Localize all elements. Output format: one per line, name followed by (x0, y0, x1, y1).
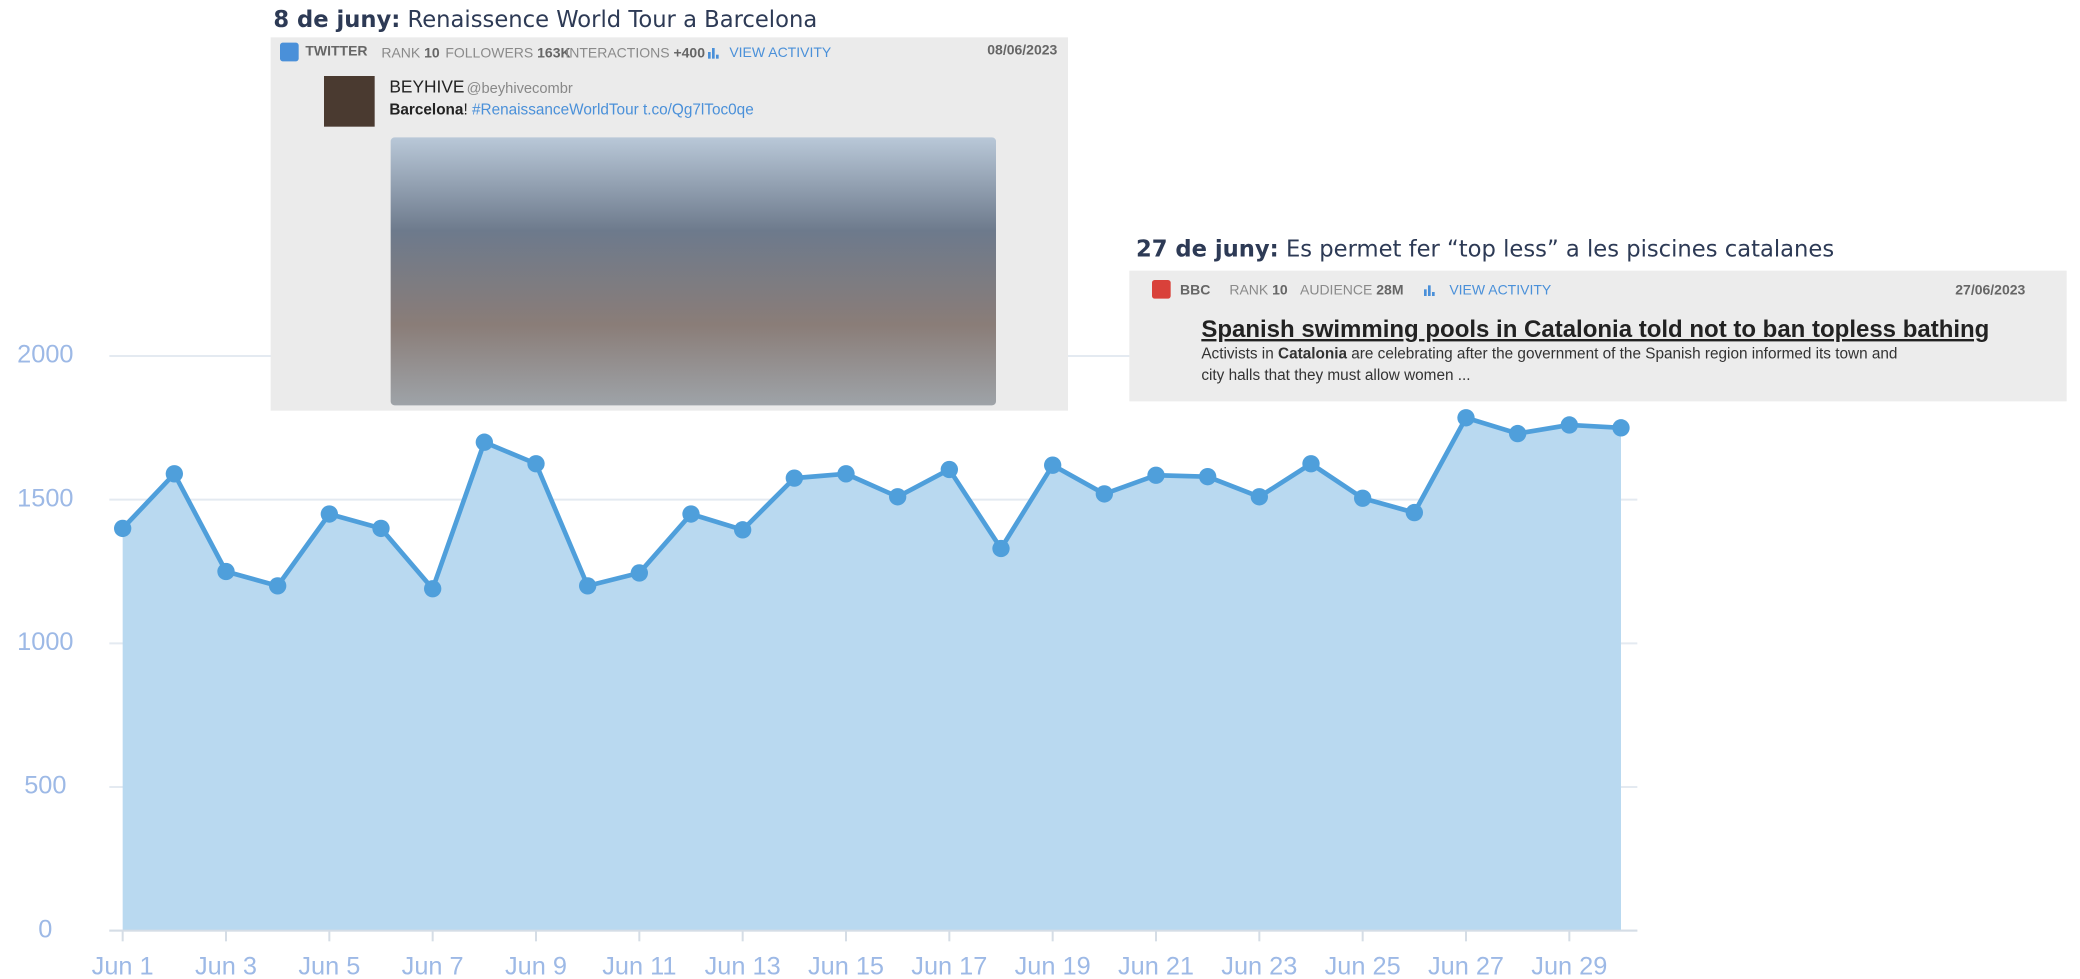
point (1096, 485, 1113, 502)
x-tick-label: Jun 7 (402, 953, 464, 979)
handle: @beyhivecombr (467, 81, 573, 97)
point (734, 521, 751, 538)
label: RANK (381, 44, 421, 60)
chart: 0 500 1000 1500 2000 Jun 1 Jun 3 Jun 5 Jun 7 Jun … (0, 0, 2080, 979)
annotation-text: Renaissence World Tour a Barcelona (408, 7, 818, 33)
bold: Catalonia (1278, 346, 1347, 363)
point (992, 540, 1009, 557)
annotation-title: 8 de juny: Renaissence World Tour a Barc… (273, 7, 817, 33)
plain: ! (463, 102, 467, 119)
x-tick-label: Jun 21 (1118, 953, 1194, 979)
x-tick-label: Jun 9 (505, 953, 567, 979)
headline[interactable]: Spanish swimming pools in Catalonia told… (1201, 316, 1989, 343)
view-activity[interactable]: VIEW ACTIVITY (1449, 281, 1552, 297)
point (1406, 504, 1423, 521)
point (889, 488, 906, 505)
point (1147, 467, 1164, 484)
source: BBC (1180, 281, 1210, 297)
interactions: INTERACTIONS +400 (565, 44, 705, 60)
y-tick-label: 0 (38, 915, 52, 943)
annotation-date: 27 de juny: (1136, 236, 1279, 262)
point (1199, 468, 1216, 485)
point (786, 469, 803, 486)
text: are celebrating after the government of … (1351, 346, 1897, 363)
point (631, 564, 648, 581)
bold: Barcelona (389, 102, 464, 119)
point (1509, 425, 1526, 442)
annotation-text: Es permet fer “top less” a les piscines … (1286, 236, 1834, 262)
point (682, 505, 699, 522)
value: 10 (1272, 281, 1288, 297)
point (1251, 488, 1268, 505)
twitter-icon (280, 43, 299, 62)
label: RANK (1229, 281, 1269, 297)
point (1457, 409, 1474, 426)
annotation-title: 27 de juny: Es permet fer “top less” a l… (1136, 236, 1834, 262)
annotation-date: 8 de juny: (273, 7, 400, 33)
plot-area: 0 500 1000 1500 2000 Jun 1 Jun 3 Jun 5 Jun 7 Jun … (17, 341, 1637, 979)
label: AUDIENCE (1300, 281, 1372, 297)
y-tick-label: 500 (24, 772, 66, 800)
bbc-icon (1152, 280, 1171, 299)
audience: AUDIENCE 28M (1300, 281, 1403, 297)
x-tick-label: Jun 15 (808, 953, 884, 979)
point (1354, 490, 1371, 507)
y-tick-label: 1000 (17, 628, 73, 656)
x-tick-label: Jun 19 (1015, 953, 1091, 979)
x-tick-label: Jun 1 (92, 953, 154, 979)
point (1044, 457, 1061, 474)
point (941, 461, 958, 478)
avatar (324, 76, 375, 127)
point (114, 520, 131, 537)
point (269, 577, 286, 594)
point (1302, 455, 1319, 472)
label: INTERACTIONS (565, 44, 669, 60)
area (123, 418, 1621, 931)
x-tick-label: Jun 23 (1221, 953, 1297, 979)
view-activity[interactable]: VIEW ACTIVITY (729, 44, 832, 60)
point (527, 455, 544, 472)
body: city halls that they must allow women ..… (1201, 367, 1470, 384)
point (1561, 416, 1578, 433)
x-tick-label: Jun 27 (1428, 953, 1504, 979)
x-tick-label: Jun 29 (1531, 953, 1607, 979)
x-tick-label: Jun 13 (705, 953, 781, 979)
body: Activists in Catalonia are celebrating a… (1201, 346, 1897, 363)
point (1612, 419, 1629, 436)
date: 27/06/2023 (1955, 281, 2025, 297)
label: FOLLOWERS (445, 44, 533, 60)
point (476, 434, 493, 451)
y-tick-label: 2000 (17, 341, 73, 369)
y-tick-label: 1500 (17, 484, 73, 512)
value: 10 (424, 44, 440, 60)
point (837, 465, 854, 482)
rank: RANK 10 (381, 44, 440, 60)
author: BEYHIVE (389, 77, 464, 97)
tweet-text: Barcelona! #RenaissanceWorldTour t.co/Qg… (389, 102, 753, 119)
rank: RANK 10 (1229, 281, 1288, 297)
point (217, 563, 234, 580)
date: 08/06/2023 (987, 41, 1057, 57)
x-tick-label: Jun 17 (911, 953, 987, 979)
x-tick-label: Jun 5 (298, 953, 360, 979)
point (166, 465, 183, 482)
point (424, 580, 441, 597)
x-tick-label: Jun 25 (1325, 953, 1401, 979)
value: +400 (673, 44, 705, 60)
text: Activists in (1201, 346, 1273, 363)
point (579, 577, 596, 594)
x-tick-label: Jun 3 (195, 953, 257, 979)
point (321, 505, 338, 522)
point (372, 520, 389, 537)
news-card: BBC RANK 10 AUDIENCE 28M VIEW ACTIVITY 2… (1129, 271, 2066, 402)
link[interactable]: #RenaissanceWorldTour t.co/Qg7lToc0qe (472, 102, 754, 119)
followers: FOLLOWERS 163K (445, 44, 570, 60)
source: TWITTER (305, 43, 367, 59)
tweet-image (391, 137, 996, 405)
tweet-card: TWITTER RANK 10 FOLLOWERS 163K INTERACTI… (271, 37, 1068, 410)
x-tick-label: Jun 11 (602, 953, 676, 979)
value: 28M (1376, 281, 1403, 297)
